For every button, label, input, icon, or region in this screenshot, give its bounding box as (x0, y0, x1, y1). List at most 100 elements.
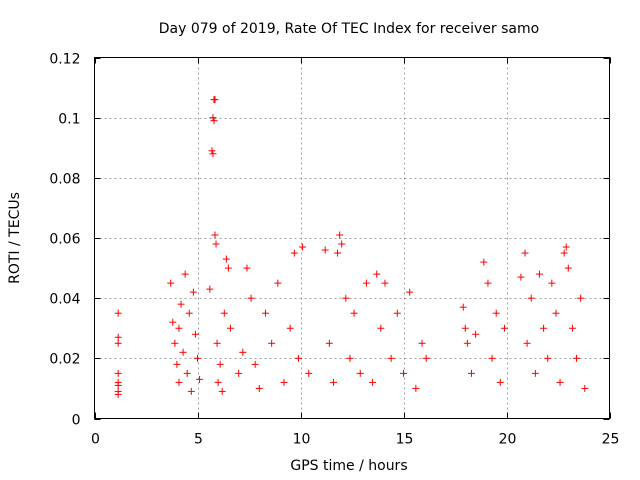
data-point (338, 240, 346, 248)
data-point (400, 369, 407, 377)
data-point (535, 270, 543, 278)
x-tick-label: 0 (91, 432, 100, 448)
chart-title: Day 079 of 2019, Rate Of TEC Index for r… (159, 21, 539, 37)
data-point (552, 309, 560, 317)
data-point (114, 333, 122, 341)
data-point (255, 384, 263, 392)
data-point (261, 309, 269, 317)
data-point (206, 285, 214, 293)
data-point (183, 369, 191, 377)
data-point (218, 387, 226, 395)
data-point (412, 384, 420, 392)
data-point (346, 354, 354, 362)
data-point (196, 375, 204, 383)
data-point (350, 309, 358, 317)
data-point (418, 339, 426, 347)
data-point (472, 330, 480, 338)
y-tick-label: 0.1 (58, 112, 80, 128)
data-point (114, 381, 122, 389)
data-point (517, 273, 525, 281)
y-tick-label: 0.04 (49, 292, 80, 308)
x-tick-label: 25 (602, 432, 620, 448)
data-point (247, 294, 255, 302)
data-point (581, 384, 589, 392)
data-point (214, 378, 222, 386)
axis-ticks: 0 5 10 15 20 25 0 0.02 0.04 0.06 0.08 0.1 0.12 (49, 52, 619, 448)
data-point (224, 264, 232, 272)
data-point (208, 147, 216, 155)
data-point (114, 339, 122, 347)
data-point (222, 255, 230, 263)
data-point (560, 249, 568, 257)
data-point (226, 324, 234, 332)
data-point (422, 354, 430, 362)
data-points (114, 96, 589, 398)
data-point (334, 249, 342, 257)
data-point (216, 360, 224, 368)
data-point (181, 270, 189, 278)
y-tick-label: 0 (72, 413, 81, 429)
data-point (294, 354, 302, 362)
y-tick-label: 0.06 (49, 232, 80, 248)
data-point (406, 288, 414, 296)
data-point (173, 360, 181, 368)
data-point (336, 231, 344, 239)
data-point (235, 369, 243, 377)
data-point (500, 324, 508, 332)
data-point (564, 264, 572, 272)
x-tick-label: 5 (194, 432, 203, 448)
data-point (243, 264, 251, 272)
data-point (213, 339, 221, 347)
data-point (114, 390, 122, 398)
data-point (290, 249, 298, 257)
data-point (521, 249, 529, 257)
data-point (387, 354, 395, 362)
data-point (299, 243, 307, 251)
data-point (209, 150, 217, 158)
data-point (362, 279, 370, 287)
data-point (568, 324, 576, 332)
data-point (185, 309, 193, 317)
data-point (461, 324, 469, 332)
data-point (175, 324, 183, 332)
x-tick-label: 20 (499, 432, 517, 448)
data-point (171, 339, 179, 347)
y-tick-label: 0.02 (49, 352, 80, 368)
data-point (167, 279, 175, 287)
data-point (321, 246, 329, 254)
data-point (467, 369, 475, 377)
data-point (373, 270, 381, 278)
data-point (531, 369, 539, 377)
data-point (191, 330, 199, 338)
data-point (556, 378, 564, 386)
data-point (179, 348, 187, 356)
data-point (177, 300, 185, 308)
data-point (211, 96, 219, 104)
data-point (329, 378, 337, 386)
data-point (488, 354, 496, 362)
x-axis-label: GPS time / hours (290, 458, 407, 474)
data-point (577, 294, 585, 302)
data-point (342, 294, 350, 302)
y-tick-label: 0.08 (49, 172, 80, 188)
data-point (480, 258, 488, 266)
data-point (573, 354, 581, 362)
data-point (194, 354, 201, 362)
data-point (562, 243, 570, 251)
data-point (523, 339, 531, 347)
x-tick-label: 15 (396, 432, 414, 448)
y-axis-label: ROTI / TECUs (7, 192, 23, 284)
data-point (187, 387, 195, 395)
data-point (369, 378, 377, 386)
plot-frame (94, 57, 610, 419)
data-point (175, 378, 183, 386)
data-point (305, 369, 313, 377)
data-point (189, 288, 197, 296)
x-tick-label: 10 (293, 432, 311, 448)
data-point (356, 369, 364, 377)
data-point (114, 309, 122, 317)
data-point (268, 339, 276, 347)
data-point (459, 303, 467, 311)
data-point (377, 324, 385, 332)
